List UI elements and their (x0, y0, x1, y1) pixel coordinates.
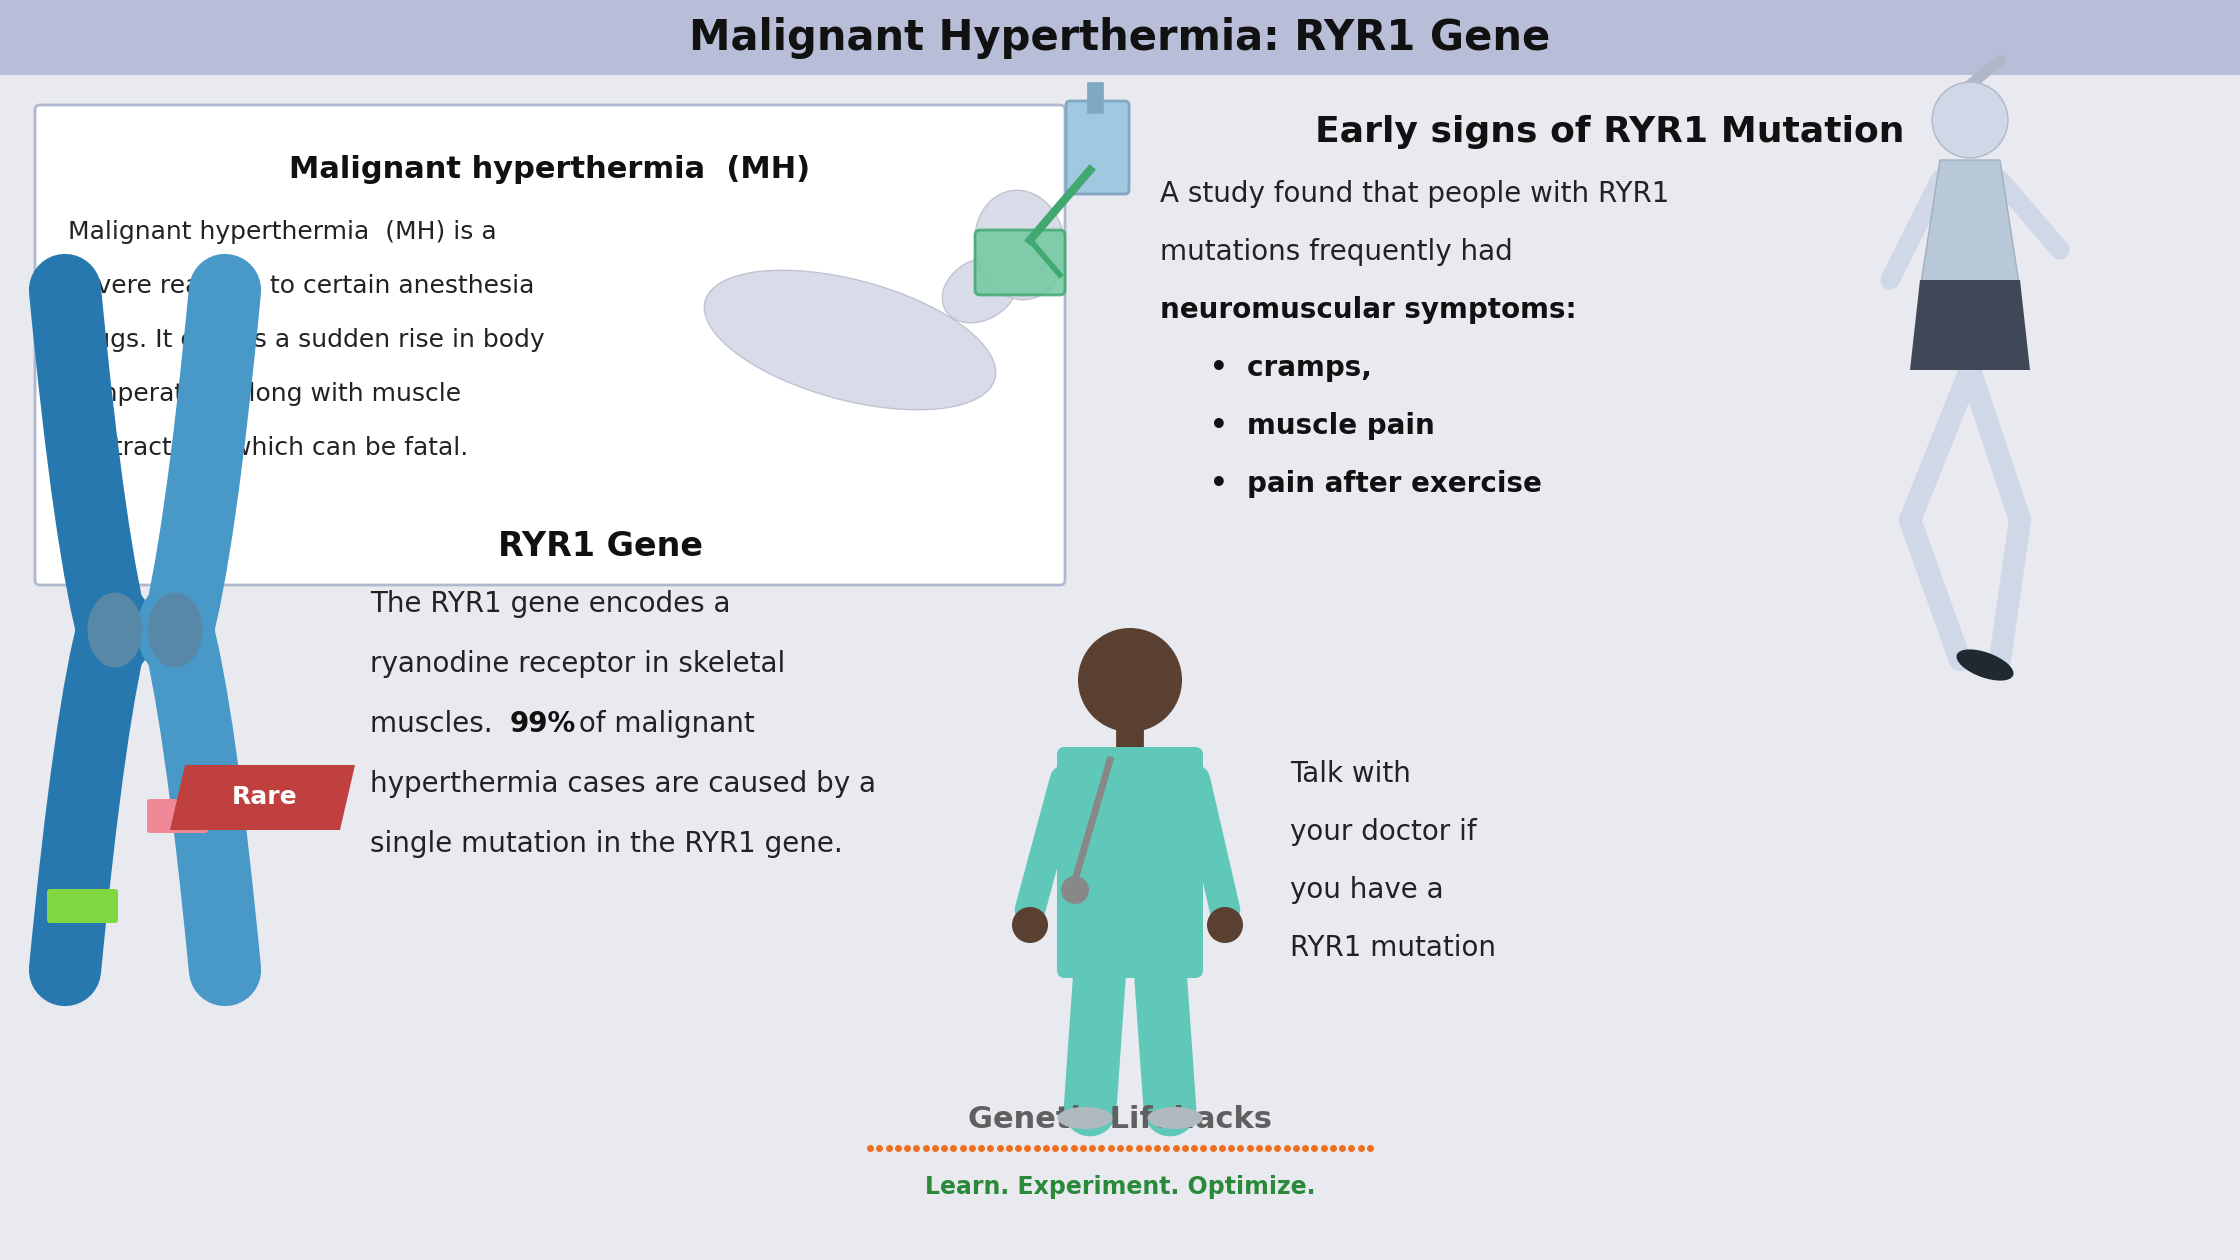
FancyBboxPatch shape (1057, 747, 1203, 978)
Text: single mutation in the RYR1 gene.: single mutation in the RYR1 gene. (370, 830, 842, 858)
Ellipse shape (1147, 1108, 1203, 1129)
Ellipse shape (943, 257, 1017, 323)
Polygon shape (170, 765, 354, 830)
Text: mutations frequently had: mutations frequently had (1160, 238, 1512, 266)
FancyBboxPatch shape (974, 231, 1064, 295)
Text: •  cramps,: • cramps, (1210, 354, 1371, 382)
Text: Learn. Experiment. Optimize.: Learn. Experiment. Optimize. (925, 1176, 1315, 1200)
Text: Genetic Lifehacks: Genetic Lifehacks (968, 1105, 1272, 1134)
Circle shape (1207, 907, 1243, 942)
FancyBboxPatch shape (1066, 101, 1129, 194)
Text: of malignant: of malignant (569, 709, 755, 738)
Text: A study found that people with RYR1: A study found that people with RYR1 (1160, 180, 1669, 208)
Text: neuromuscular symptoms:: neuromuscular symptoms: (1160, 296, 1577, 324)
Text: severe reaction to certain anesthesia: severe reaction to certain anesthesia (67, 273, 535, 299)
Text: Malignant hyperthermia  (MH): Malignant hyperthermia (MH) (289, 155, 811, 184)
Text: hyperthermia cases are caused by a: hyperthermia cases are caused by a (370, 770, 876, 798)
FancyBboxPatch shape (47, 890, 119, 924)
Ellipse shape (87, 592, 143, 668)
FancyBboxPatch shape (36, 105, 1064, 585)
Circle shape (1931, 82, 2007, 158)
Circle shape (1062, 876, 1089, 903)
Text: RYR1 mutation: RYR1 mutation (1290, 934, 1496, 961)
Text: •  muscle pain: • muscle pain (1210, 412, 1436, 440)
Polygon shape (1911, 280, 2029, 370)
Ellipse shape (974, 190, 1066, 300)
Text: Malignant hyperthermia  (MH) is a: Malignant hyperthermia (MH) is a (67, 220, 497, 244)
Text: Rare: Rare (233, 785, 298, 809)
Text: The RYR1 gene encodes a: The RYR1 gene encodes a (370, 590, 730, 617)
Text: 99%: 99% (511, 709, 576, 738)
Bar (0, 0, 2240, 76)
Ellipse shape (1956, 649, 2014, 680)
Text: drugs. It causes a sudden rise in body: drugs. It causes a sudden rise in body (67, 328, 544, 352)
Text: your doctor if: your doctor if (1290, 818, 1476, 845)
Text: you have a: you have a (1290, 876, 1443, 903)
Circle shape (1077, 627, 1183, 732)
Text: muscles.: muscles. (370, 709, 502, 738)
FancyBboxPatch shape (148, 799, 208, 833)
Text: Malignant Hyperthermia: RYR1 Gene: Malignant Hyperthermia: RYR1 Gene (690, 16, 1550, 59)
Circle shape (1012, 907, 1048, 942)
Text: contractions which can be fatal.: contractions which can be fatal. (67, 436, 468, 460)
Ellipse shape (1057, 1108, 1113, 1129)
Ellipse shape (703, 270, 997, 410)
Text: temperature along with muscle: temperature along with muscle (67, 382, 461, 406)
Text: RYR1 Gene: RYR1 Gene (497, 530, 703, 563)
Text: ryanodine receptor in skeletal: ryanodine receptor in skeletal (370, 650, 786, 678)
Polygon shape (1920, 160, 2020, 290)
Text: •  pain after exercise: • pain after exercise (1210, 470, 1541, 498)
Ellipse shape (148, 592, 202, 668)
Text: Talk with: Talk with (1290, 760, 1411, 788)
Text: Early signs of RYR1 Mutation: Early signs of RYR1 Mutation (1315, 115, 1904, 149)
